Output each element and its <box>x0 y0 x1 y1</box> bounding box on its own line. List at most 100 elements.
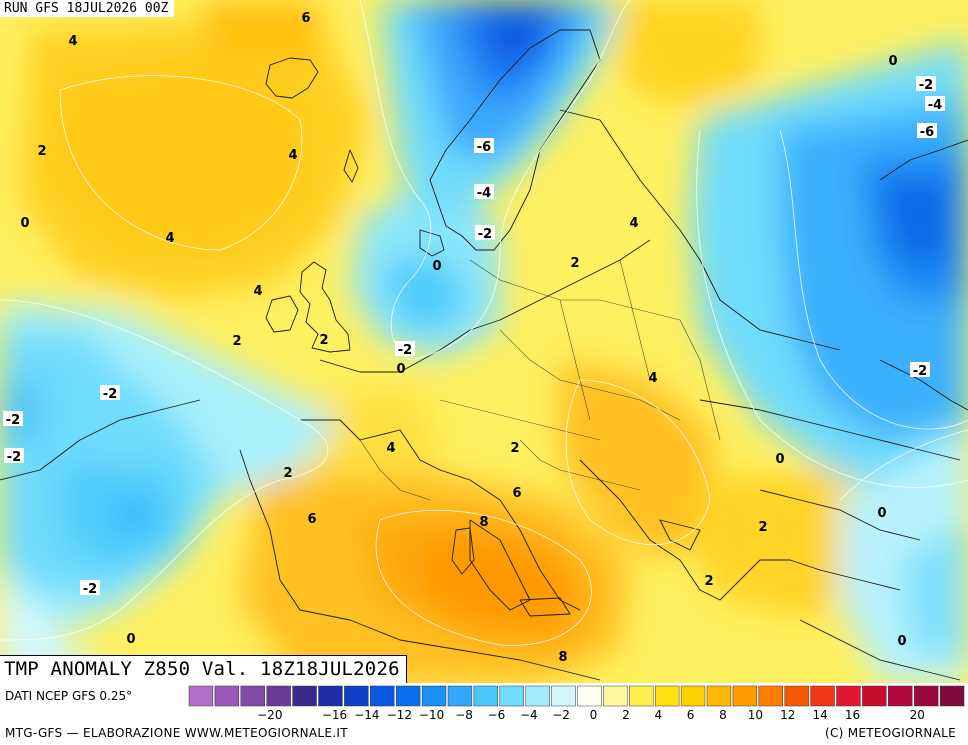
legend-tick-label: 6 <box>687 708 695 722</box>
legend-swatch <box>344 685 369 707</box>
contour-label: 6 <box>512 486 521 501</box>
contour-label-text: -4 <box>928 98 942 113</box>
contour-label: 2 <box>319 333 328 348</box>
contour-label-text: 6 <box>512 486 521 501</box>
contour-label: 4 <box>386 441 395 456</box>
contour-label: 4 <box>648 371 657 386</box>
legend-tick-label: 0 <box>590 708 598 722</box>
legend-swatch <box>188 685 214 707</box>
credit-left: MTG-GFS — ELABORAZIONE WWW.METEOGIORNALE… <box>5 726 348 740</box>
contour-label: 0 <box>775 452 784 467</box>
contour-label: 2 <box>232 334 241 349</box>
contour-label: 2 <box>37 144 46 159</box>
contour-label: -2 <box>395 341 415 358</box>
contour-label: -2 <box>100 385 120 402</box>
contour-label: -2 <box>910 362 930 379</box>
legend-tick-label: −6 <box>488 708 506 722</box>
contour-label-text: -2 <box>919 78 933 93</box>
legend-tick-label: −16 <box>322 708 347 722</box>
contour-label: -6 <box>917 123 937 140</box>
contour-label-text: 4 <box>68 34 77 49</box>
temperature-field <box>0 0 968 683</box>
contour-label: 0 <box>126 632 135 647</box>
legend-tick-label: −12 <box>387 708 412 722</box>
contour-label: 0 <box>396 362 405 377</box>
legend-swatch <box>939 685 965 707</box>
legend-swatch <box>758 685 783 707</box>
coastlines <box>0 29 968 681</box>
contour-label-text: 0 <box>897 634 906 649</box>
contour-label-text: -2 <box>913 364 927 379</box>
legend-swatch <box>266 685 291 707</box>
contour-label-text: -6 <box>920 125 934 140</box>
contour-label: 2 <box>758 520 767 535</box>
contour-label: 4 <box>68 34 77 49</box>
legend-ticks: −20 −16 −14 −12 −10 −8 −6 −4 −2 0 2 4 6 8 10 12 14 16 20 <box>257 708 925 722</box>
legend-tick-label: 10 <box>748 708 763 722</box>
contour-label: 6 <box>301 11 310 26</box>
legend-tick-label: −2 <box>552 708 570 722</box>
legend-swatch <box>473 685 499 707</box>
legend-swatch <box>499 685 524 707</box>
contour-label-text: 0 <box>432 259 441 274</box>
contour-label: -4 <box>474 184 494 201</box>
legend-swatch <box>603 685 628 707</box>
legend-swatch <box>318 685 343 707</box>
contour-label-text: -4 <box>477 186 491 201</box>
legend-swatch <box>370 685 395 707</box>
legend-tick-label: −10 <box>419 708 444 722</box>
contour-label-text: 8 <box>558 650 567 665</box>
contour-label-text: 4 <box>629 216 638 231</box>
legend-swatch <box>395 685 421 707</box>
contour-label-text: 4 <box>648 371 657 386</box>
contour-label: 8 <box>558 650 567 665</box>
contour-label-text: 6 <box>307 512 316 527</box>
legend-swatch <box>214 685 240 707</box>
legend-swatch <box>888 685 913 707</box>
contour-label: -2 <box>4 448 24 465</box>
map-title: TMP ANOMALY Z850 Val. 18Z18JUL2026 <box>0 655 407 683</box>
legend-tick-label: 2 <box>622 708 630 722</box>
legend-swatch <box>680 685 706 707</box>
contour-label: 4 <box>253 284 262 299</box>
contour-label: 0 <box>888 54 897 69</box>
contour-label-text: 2 <box>37 144 46 159</box>
legend-tick-label: −20 <box>257 708 282 722</box>
legend-swatch <box>862 685 887 707</box>
legend-swatch <box>421 685 447 707</box>
legend-swatch <box>836 685 861 707</box>
legend-tick-label: 4 <box>654 708 662 722</box>
contour-label-text: 4 <box>386 441 395 456</box>
contour-label: 0 <box>897 634 906 649</box>
legend-tick-label: 20 <box>910 708 925 722</box>
legend-colorbar <box>188 685 965 707</box>
legend-tick-label: −8 <box>455 708 473 722</box>
contour-label-text: -2 <box>7 450 21 465</box>
contour-label: -4 <box>925 96 945 113</box>
contour-label: 0 <box>20 216 29 231</box>
contour-label: -2 <box>80 580 100 597</box>
legend-swatch <box>913 685 939 707</box>
country-borders <box>359 259 721 501</box>
contour-label: -2 <box>916 76 936 93</box>
contour-label-text: 0 <box>775 452 784 467</box>
contour-label: -2 <box>3 411 23 428</box>
contour-label-text: 0 <box>20 216 29 231</box>
contour-label: 0 <box>877 506 886 521</box>
contour-label-text: -2 <box>103 387 117 402</box>
contour-label-text: 2 <box>510 441 519 456</box>
contour-label-text: 4 <box>165 231 174 246</box>
contour-label-text: 0 <box>126 632 135 647</box>
legend-swatch <box>240 685 265 707</box>
legend-swatch <box>706 685 732 707</box>
run-label: RUN GFS 18JUL2026 00Z <box>0 0 175 17</box>
legend-swatch <box>292 685 317 707</box>
legend-tick-label: 12 <box>780 708 795 722</box>
legend-swatch <box>447 685 473 707</box>
contour-label: 2 <box>283 466 292 481</box>
legend-swatch <box>732 685 758 707</box>
legend-swatch <box>810 685 835 707</box>
legend-tick-label: −14 <box>354 708 379 722</box>
contour-label-text: 2 <box>570 256 579 271</box>
